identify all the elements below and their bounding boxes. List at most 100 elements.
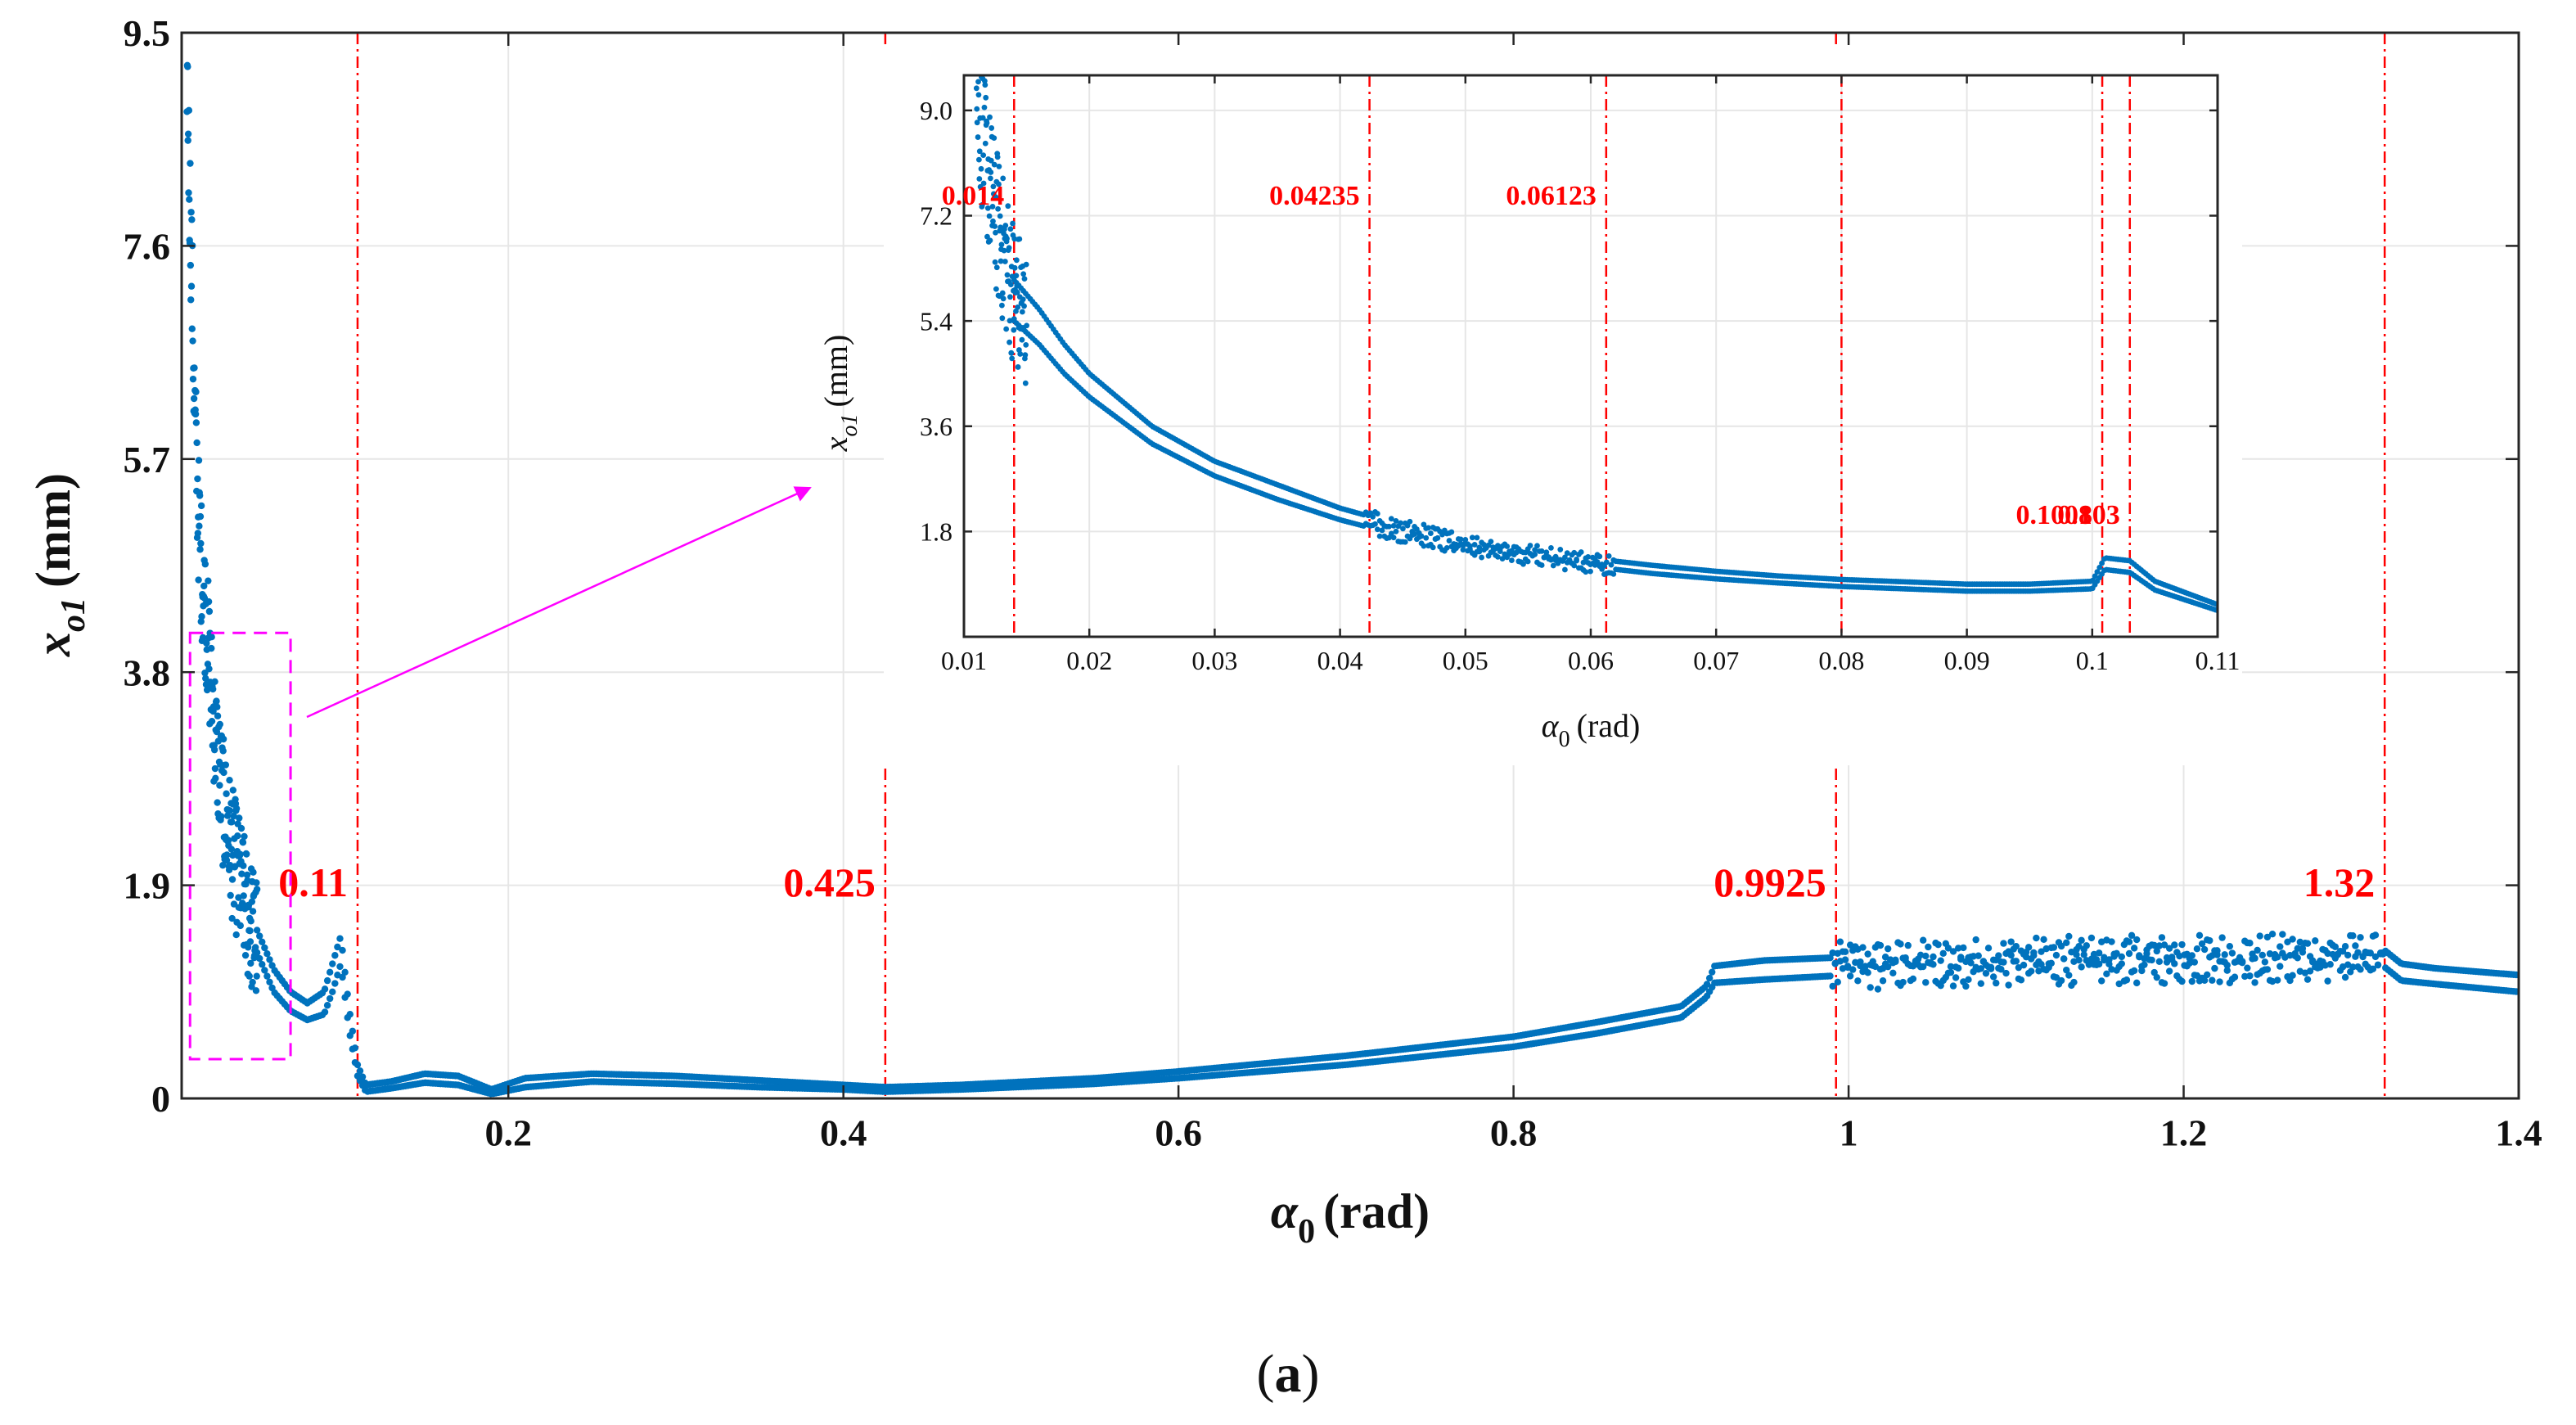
data-point-scattered bbox=[1021, 276, 1028, 282]
data-point-scattered bbox=[975, 156, 982, 163]
marker-label: 0.06123 bbox=[1506, 181, 1596, 211]
data-point-lower bbox=[329, 988, 336, 996]
data-point-scattered bbox=[252, 987, 260, 994]
data-point-upper bbox=[1925, 943, 1932, 951]
data-point-scattered bbox=[987, 175, 993, 182]
data-point-upper bbox=[2195, 931, 2204, 940]
data-point-scattered bbox=[187, 296, 195, 304]
data-point-lower bbox=[1610, 570, 1617, 577]
data-point-scattered bbox=[991, 161, 998, 168]
data-point-scattered bbox=[1020, 271, 1027, 277]
data-point-upper bbox=[2246, 940, 2254, 947]
data-point-upper bbox=[2256, 932, 2263, 940]
data-point-upper bbox=[2218, 934, 2226, 941]
data-point-lower bbox=[2133, 979, 2141, 987]
data-point-scattered bbox=[196, 512, 205, 521]
data-point-upper bbox=[1386, 523, 1392, 530]
data-point-upper bbox=[1954, 945, 1962, 952]
data-point-scattered bbox=[1002, 223, 1009, 228]
data-point-upper bbox=[1585, 553, 1592, 560]
data-point-scattered bbox=[988, 157, 994, 164]
data-point-lower bbox=[1443, 544, 1450, 551]
data-point-scattered bbox=[1000, 175, 1007, 182]
data-point-scattered bbox=[219, 861, 227, 869]
data-point-lower bbox=[2005, 981, 2012, 989]
data-point-scattered bbox=[1005, 203, 1011, 210]
data-point-upper bbox=[2344, 951, 2352, 959]
data-point-scattered bbox=[1004, 236, 1010, 241]
data-point-lower bbox=[2115, 980, 2123, 988]
data-point-scattered bbox=[975, 79, 981, 85]
data-point-lower bbox=[2030, 952, 2038, 959]
data-point-scattered bbox=[1011, 264, 1018, 271]
data-point-lower bbox=[1952, 974, 1960, 981]
data-point-upper bbox=[2188, 952, 2195, 959]
data-point-scattered bbox=[214, 712, 222, 719]
data-point-upper bbox=[1930, 953, 1937, 961]
figure-label: (a) bbox=[1257, 1344, 1320, 1404]
main-data-points bbox=[183, 61, 2519, 1098]
x-tick-label: 0.09 bbox=[1944, 646, 1990, 675]
x-tick-label: 1 bbox=[1840, 1112, 1858, 1154]
data-point-lower bbox=[1871, 963, 1880, 971]
data-point-scattered bbox=[196, 492, 204, 499]
data-point-upper bbox=[1596, 553, 1603, 560]
data-point-scattered bbox=[227, 846, 236, 853]
data-point-scattered bbox=[210, 746, 218, 754]
data-point-scattered bbox=[1021, 303, 1027, 309]
data-point-scattered bbox=[998, 241, 1005, 248]
data-point-scattered bbox=[1019, 309, 1025, 315]
data-point-upper bbox=[2277, 943, 2284, 950]
data-point-lower bbox=[1997, 966, 2005, 973]
data-point-lower bbox=[2369, 965, 2377, 973]
data-point-lower bbox=[1849, 966, 1857, 973]
data-point-scattered bbox=[1007, 282, 1014, 287]
data-point-scattered bbox=[208, 717, 216, 725]
data-point-lower bbox=[1899, 978, 1907, 986]
data-point-lower bbox=[1538, 562, 1545, 568]
data-point-lower bbox=[1490, 544, 1497, 551]
data-point-scattered bbox=[1015, 364, 1021, 370]
data-point-scattered bbox=[989, 125, 995, 131]
data-point-upper bbox=[1949, 948, 1957, 955]
data-point-scattered bbox=[247, 959, 254, 967]
data-point-upper bbox=[1934, 940, 1942, 949]
data-point-scattered bbox=[996, 164, 1002, 169]
data-point-lower bbox=[2306, 967, 2314, 975]
data-point-scattered bbox=[241, 832, 248, 841]
x-tick-label: 0.02 bbox=[1066, 646, 1112, 675]
data-point-upper bbox=[1960, 944, 1967, 952]
data-point-lower bbox=[2341, 973, 2349, 981]
data-point-scattered bbox=[201, 561, 209, 568]
data-point-scattered bbox=[1007, 226, 1014, 232]
data-point-lower bbox=[2357, 966, 2364, 973]
data-point-upper bbox=[336, 935, 344, 942]
data-point-lower bbox=[2105, 960, 2113, 968]
data-point-lower bbox=[2289, 972, 2296, 979]
data-point-scattered bbox=[253, 972, 260, 980]
data-point-upper bbox=[1970, 953, 1977, 960]
data-point-scattered bbox=[246, 938, 254, 945]
data-point-scattered bbox=[194, 475, 201, 483]
data-point-lower bbox=[2028, 967, 2035, 975]
data-point-scattered bbox=[192, 388, 200, 395]
data-point-scattered bbox=[1010, 220, 1016, 227]
x-tick-label: 0.08 bbox=[1818, 646, 1864, 675]
data-point-lower bbox=[2118, 960, 2125, 967]
data-point-upper bbox=[1881, 954, 1889, 961]
data-point-lower bbox=[2213, 951, 2221, 958]
data-point-scattered bbox=[993, 264, 1000, 271]
data-point-upper bbox=[2150, 941, 2158, 949]
zoom-arrow bbox=[306, 486, 812, 719]
data-point-scattered bbox=[187, 261, 195, 269]
x-tick-label: 1.2 bbox=[2160, 1112, 2208, 1154]
data-point-upper bbox=[1532, 547, 1538, 553]
data-point-lower bbox=[2125, 949, 2133, 958]
data-point-lower bbox=[2188, 977, 2195, 985]
data-point-upper bbox=[263, 950, 271, 958]
data-point-upper bbox=[2087, 934, 2096, 942]
data-point-lower bbox=[2352, 953, 2359, 960]
data-point-scattered bbox=[228, 876, 236, 883]
data-point-scattered bbox=[1007, 294, 1013, 300]
